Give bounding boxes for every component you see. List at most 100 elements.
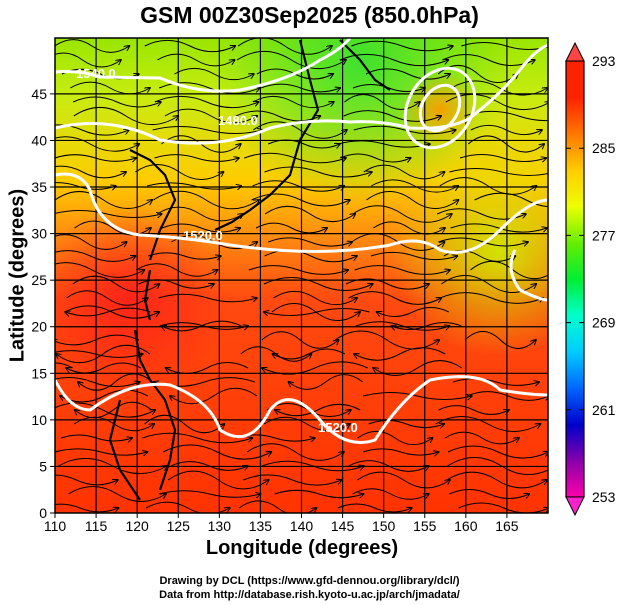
x-tick-label: 160 [454,518,478,534]
colorbar-tick-label: 277 [592,227,616,243]
streamline [252,95,334,109]
x-tick-label: 110 [44,518,67,534]
colorbar-tick-label: 285 [592,140,616,156]
streamline [444,431,519,445]
streamline [56,344,151,364]
streamline [357,430,433,446]
height-contours [55,38,548,444]
streamline [235,110,320,122]
streamline [154,154,239,162]
colorbar-segment [566,206,584,244]
streamline [158,490,260,498]
streamline [162,320,242,332]
colorbar-segment [566,279,584,316]
streamline [55,250,135,262]
streamline [357,471,449,489]
colorbar-segment [566,351,584,389]
streamline [275,403,361,417]
streamline [78,373,153,391]
streamline [144,39,235,53]
streamline [252,180,345,192]
streamline [366,191,458,209]
streamline [264,166,372,178]
streamline [261,331,339,349]
streamline [55,124,128,136]
streamline [260,83,340,92]
streamline [435,416,541,432]
streamline [158,293,256,302]
colorbar-segment [566,388,584,425]
y-tick-label: 5 [39,458,47,474]
streamline [348,291,441,305]
contour-label: 1520.0 [318,420,358,435]
streamline [243,474,341,486]
streamline [55,210,162,218]
y-tick-label: 15 [31,365,47,381]
streamline [268,237,352,246]
streamline [65,307,151,316]
x-tick-label: 140 [290,518,314,534]
streamline [343,110,441,122]
streamline [458,502,548,513]
streamline [66,362,141,374]
colorbar-min-arrow [565,496,585,517]
streamline [334,330,439,350]
plot-title: GSM 00Z30Sep2025 (850.0hPa) [140,2,479,28]
streamline [263,276,373,292]
streamline [55,376,140,388]
grid-lines [55,38,548,513]
streamline [362,391,472,399]
streamline [159,322,249,330]
colorbar-segment [566,97,584,135]
streamline [236,50,346,70]
streamline [64,305,159,319]
streamline [0,337,54,343]
y-tick-label: 0 [39,505,47,521]
streamline [251,193,350,207]
colorbar-tick-label: 293 [592,53,616,69]
streamline [55,474,118,486]
x-tick-label: 130 [208,518,232,534]
y-tick-label: 35 [31,179,47,195]
streamline [135,263,217,277]
streamline [467,135,544,153]
streamline [273,290,356,306]
colorbar-segment [566,61,584,98]
contour-label: 1540.0 [76,66,116,81]
streamline [66,290,148,306]
x-tick-label: 155 [413,518,437,534]
streamline [142,432,252,444]
streamline [354,347,446,361]
streamline [238,500,316,513]
colorbar-segment [566,170,584,207]
y-tick-label: 30 [31,226,47,242]
streamline [352,205,452,223]
streamline [466,391,548,401]
streamline [55,350,142,358]
streamline [237,38,332,55]
streamline [459,153,546,161]
streamline [252,121,346,139]
streamline [354,265,450,275]
streamline [446,471,547,489]
streamline [167,470,268,490]
x-tick-label: 150 [372,518,396,534]
streamline [0,390,46,401]
streamline [153,190,258,210]
streamline [147,182,241,189]
streamline [344,94,419,110]
x-tick-label: 165 [495,518,519,534]
streamline [148,252,220,259]
streamline [363,448,438,455]
colorbar-segment [566,315,584,353]
streamline [438,405,509,415]
streamline [55,165,126,179]
streamline [152,125,263,133]
x-tick-label: 125 [167,518,191,534]
streamline [144,414,225,434]
streamline [55,234,126,250]
streamline [135,163,223,181]
streamline [154,95,259,109]
colorbar-segment [566,242,584,280]
streamline [55,402,155,418]
